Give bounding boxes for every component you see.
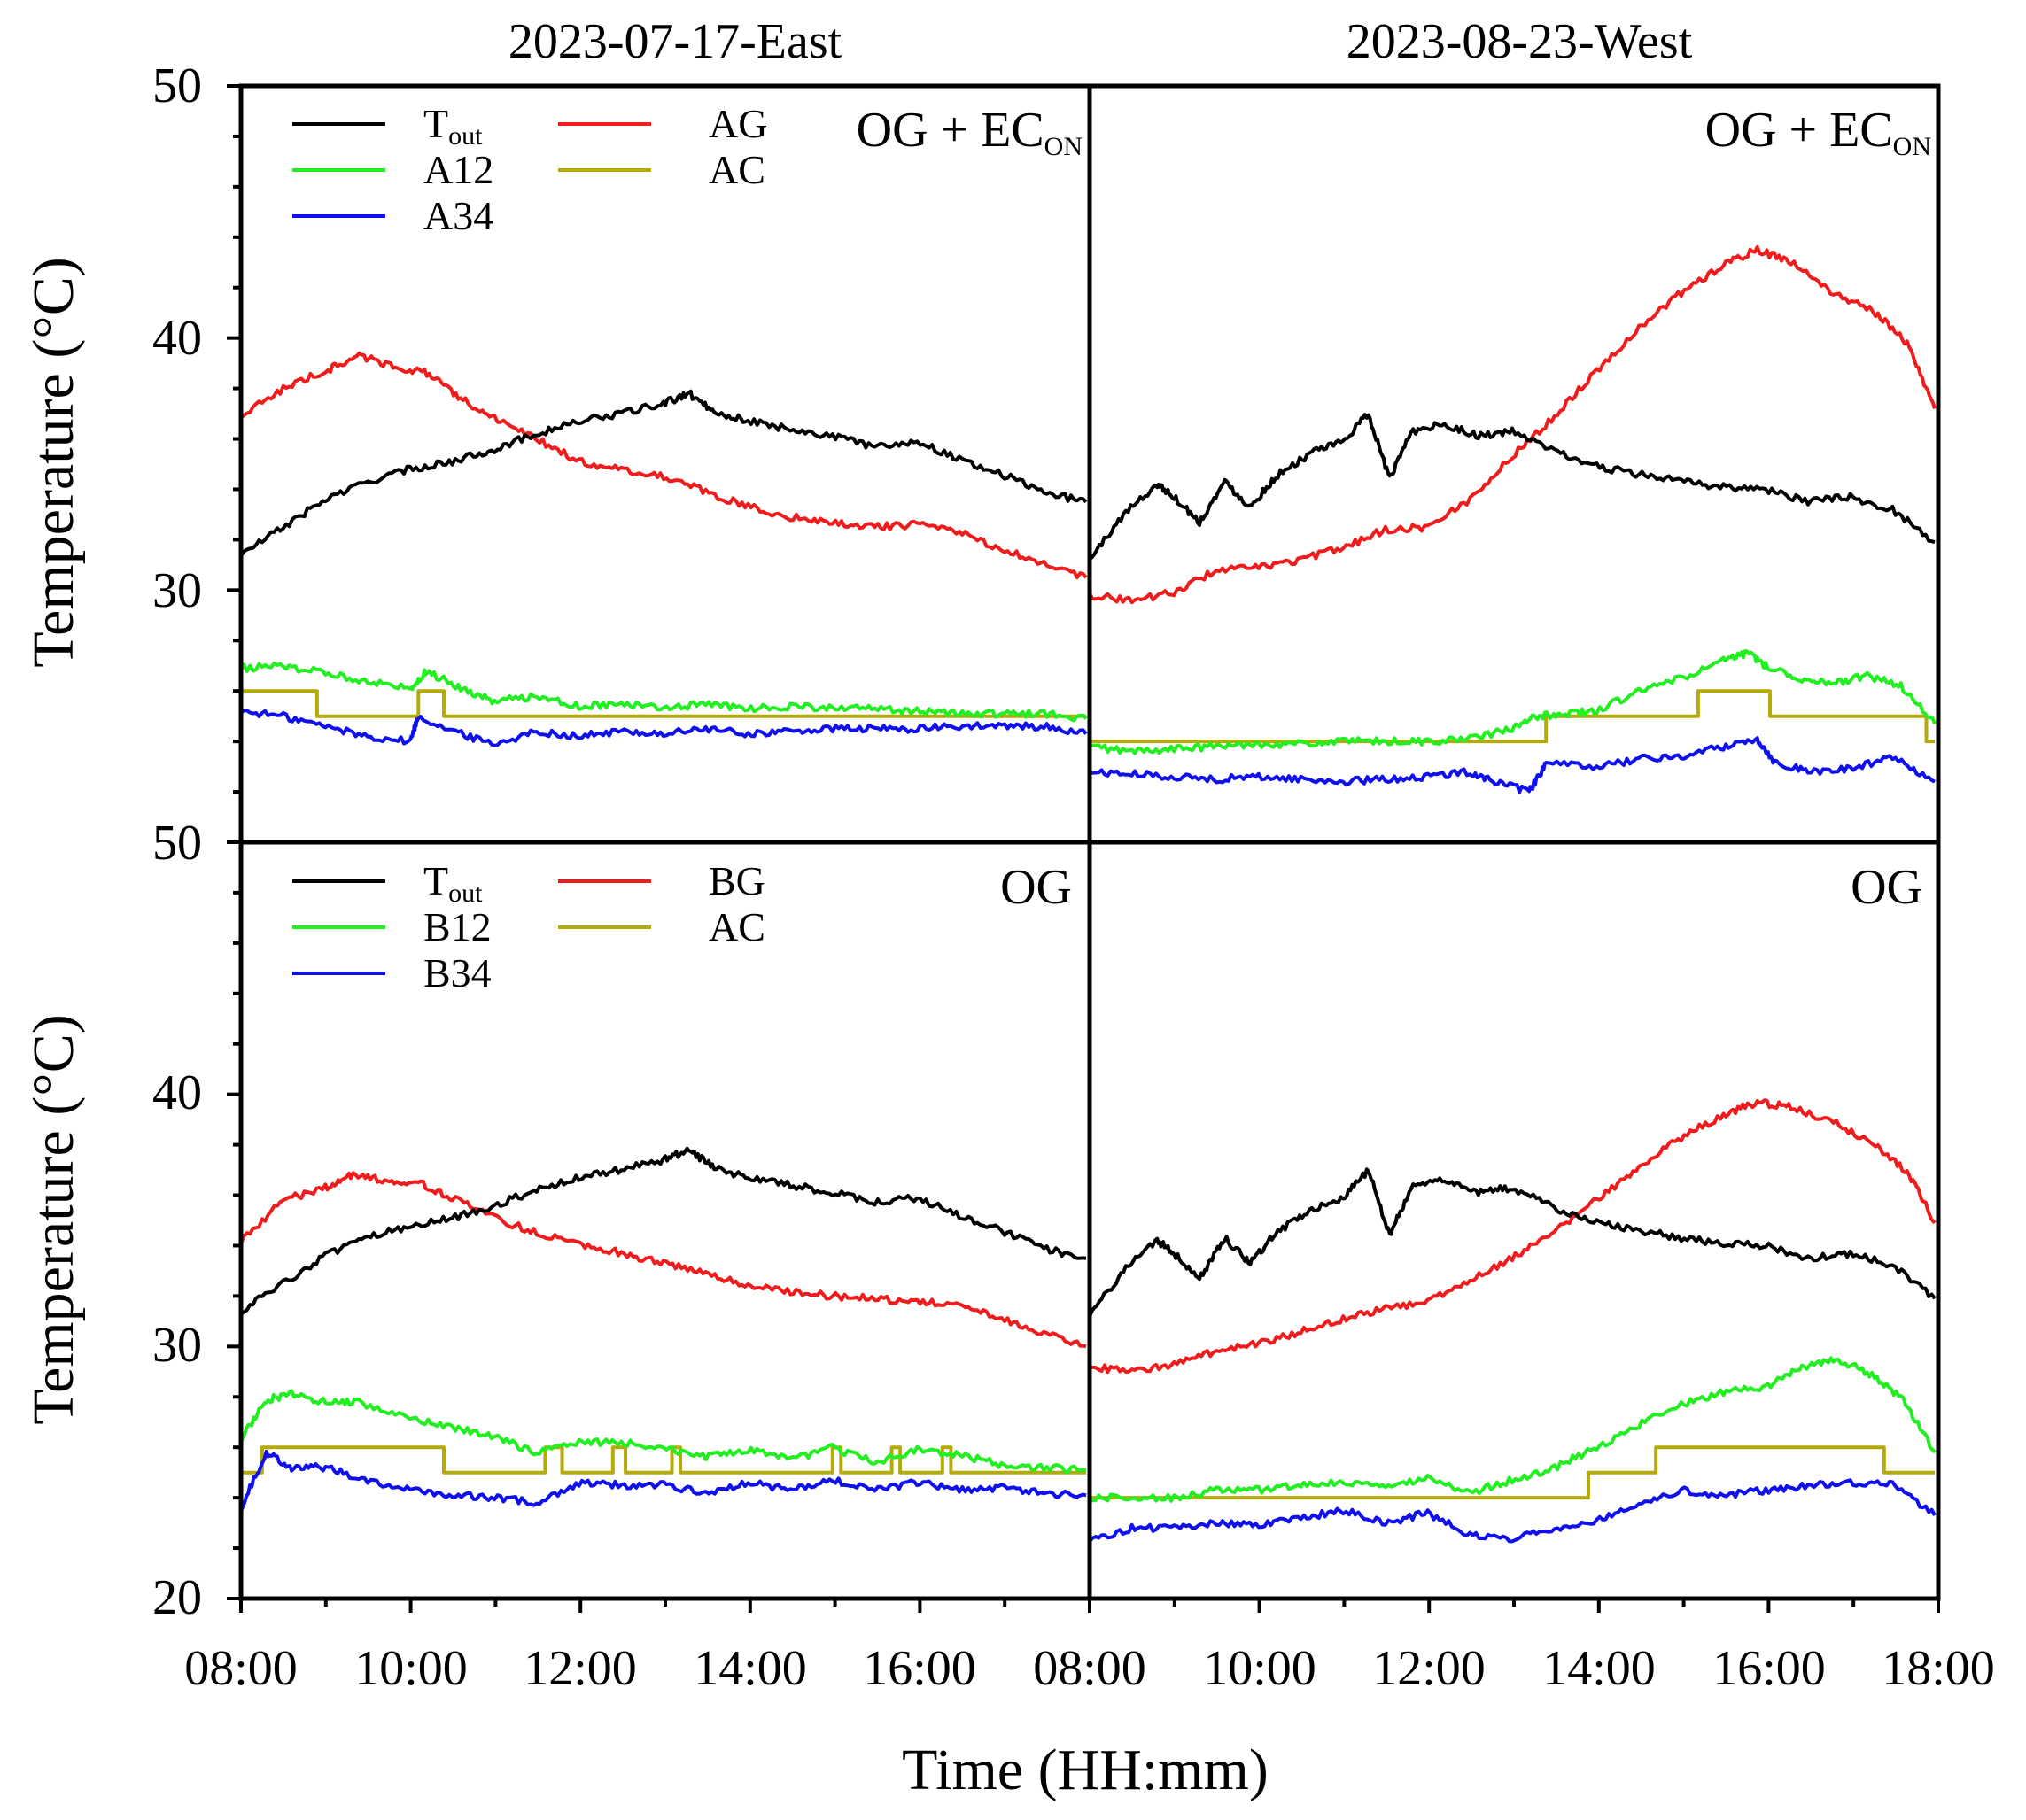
x-tick-label: 08:00 xyxy=(1033,1641,1146,1696)
x-tick-label: 14:00 xyxy=(1542,1641,1656,1696)
x-tick-label: 16:00 xyxy=(1712,1641,1826,1696)
tag-main: OG + EC xyxy=(857,103,1044,158)
y-axis-title-bottom: Temperature (°C) xyxy=(21,1014,86,1424)
legend-bottom: Tout B12 B34 BG AC xyxy=(292,858,765,995)
y-ticks-top: 50 40 30 50 xyxy=(152,58,202,871)
legend-label-ag: AG xyxy=(709,101,767,146)
x-ticks: 08:00 10:00 12:00 14:00 16:00 08:00 10:0… xyxy=(184,1641,1995,1696)
panel-top-left xyxy=(239,351,1088,747)
y-tick-label: 30 xyxy=(152,563,202,618)
panel-bottom-right xyxy=(1088,1098,1937,1544)
series-line-s34-bottom-right xyxy=(1088,1478,1937,1544)
x-tick-label: 10:00 xyxy=(1203,1641,1316,1696)
legend-label-a12: A12 xyxy=(423,147,493,192)
series-line-tout-bottom-right xyxy=(1088,1167,1937,1318)
series-line-s12-bottom-right xyxy=(1088,1356,1937,1503)
y-tick-label: 30 xyxy=(152,1318,202,1373)
x-tick-label: 08:00 xyxy=(184,1641,298,1696)
series-line-ac-bottom-left xyxy=(241,1445,1086,1475)
series-line-g-bottom-left xyxy=(239,1171,1087,1349)
x-tick-label: 16:00 xyxy=(863,1641,976,1696)
x-tick-label: 14:00 xyxy=(694,1641,807,1696)
series-line-ac-top-left xyxy=(241,689,1086,718)
series-line-ac-bottom-right xyxy=(1090,1445,1935,1500)
legend-label-ac: AC xyxy=(709,904,765,949)
y-tick-label: 40 xyxy=(152,1065,202,1120)
legend-label-ac: AC xyxy=(709,147,765,192)
series-line-ac-top-right xyxy=(1090,689,1935,744)
panel-bottom-left xyxy=(239,1146,1087,1513)
legend-label-a34: A34 xyxy=(423,193,493,238)
plot-frame xyxy=(238,83,1941,1601)
series-line-s12-top-right xyxy=(1089,649,1937,755)
legend-label-bg: BG xyxy=(709,858,765,903)
x-axis-title: Time (HH:mm) xyxy=(902,1738,1269,1802)
series-line-g-bottom-right xyxy=(1089,1098,1937,1375)
x-tick-label: 12:00 xyxy=(524,1641,637,1696)
series-line-g-top-right xyxy=(1088,245,1937,605)
series-line-tout-top-right xyxy=(1089,413,1936,561)
series-line-s34-top-left xyxy=(239,709,1088,747)
legend-label-b34: B34 xyxy=(423,950,492,995)
x-tick-label: 12:00 xyxy=(1372,1641,1486,1696)
x-tick-label: 10:00 xyxy=(354,1641,468,1696)
column-title-west: 2023-08-23-West xyxy=(1347,14,1693,69)
y-tick-label: 40 xyxy=(152,311,202,366)
y-ticks-bottom: 40 30 20 xyxy=(152,1065,202,1625)
column-title-east: 2023-07-17-East xyxy=(508,14,842,69)
series-line-s34-bottom-left xyxy=(239,1449,1087,1513)
panel-tag-bottom-left: OG xyxy=(1000,860,1072,915)
panel-tag-bottom-right: OG xyxy=(1851,860,1922,915)
y-tick-label: 50 xyxy=(152,58,202,113)
y-axis-title-top: Temperature (°C) xyxy=(21,257,86,667)
series-line-tout-bottom-left xyxy=(239,1146,1087,1316)
legend-label-tout: Tout xyxy=(423,101,483,151)
tag-sub: ON xyxy=(1044,132,1083,161)
legend-label-tout: Tout xyxy=(423,858,483,908)
series-line-s12-top-left xyxy=(239,661,1088,723)
x-tick-label: 18:00 xyxy=(1882,1641,1995,1696)
panel-tag-top-left: OG + ECON xyxy=(857,103,1083,161)
tick-marks xyxy=(227,84,1940,1613)
tag-main: OG + EC xyxy=(1705,103,1893,158)
series-line-s34-top-right xyxy=(1088,736,1936,794)
tag-sub: ON xyxy=(1893,132,1931,161)
panel-tag-top-right: OG + ECON xyxy=(1705,103,1931,161)
series-line-tout-top-left xyxy=(239,389,1088,558)
legend-label-b12: B12 xyxy=(423,904,492,949)
series-line-s12-bottom-left xyxy=(239,1389,1087,1475)
y-tick-label: 50 xyxy=(152,816,202,871)
series-line-g-top-left xyxy=(239,351,1088,580)
panel-top-right xyxy=(1088,245,1937,794)
y-tick-label: 20 xyxy=(152,1570,202,1625)
legend-top: Tout A12 A34 AG AC xyxy=(292,101,767,238)
